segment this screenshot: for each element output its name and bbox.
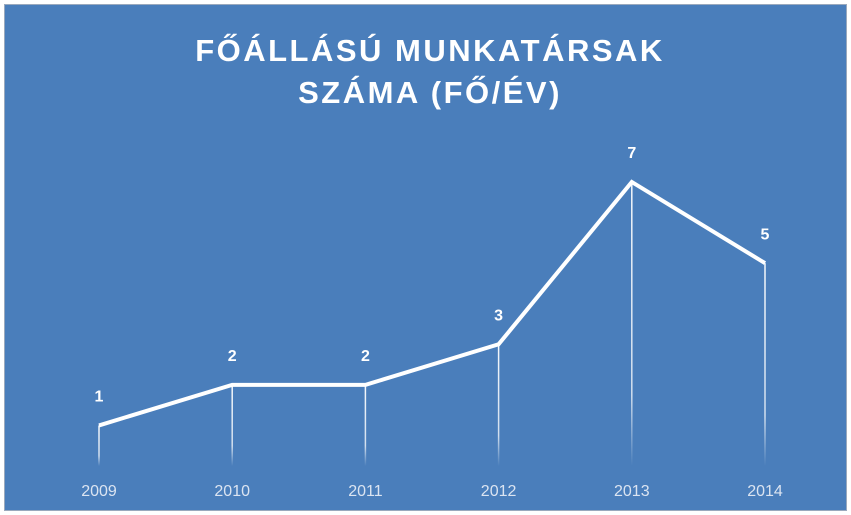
x-tick-label: 2014 [747,483,783,500]
x-tick-label: 2012 [481,483,517,500]
data-label: 2 [228,348,237,365]
data-label: 1 [95,389,104,406]
data-label: 7 [627,145,636,162]
drop-line [364,384,367,466]
x-tick-label: 2013 [614,483,650,500]
drop-line [98,425,100,466]
data-label: 2 [361,348,370,365]
drop-line [764,263,766,466]
data-line [98,179,767,428]
x-tick-label: 2010 [214,483,250,500]
drop-line [231,384,233,466]
data-label: 5 [761,226,770,243]
chart-title: FŐÁLLÁSÚ MUNKATÁRSAK SZÁMA (FŐ/ÉV) [195,33,665,110]
drop-line [497,344,500,466]
data-label: 3 [494,308,503,325]
x-tick-label: 2009 [81,483,117,500]
chart-background [4,4,847,511]
x-tick-label: 2011 [348,483,383,500]
drop-line [631,182,633,466]
